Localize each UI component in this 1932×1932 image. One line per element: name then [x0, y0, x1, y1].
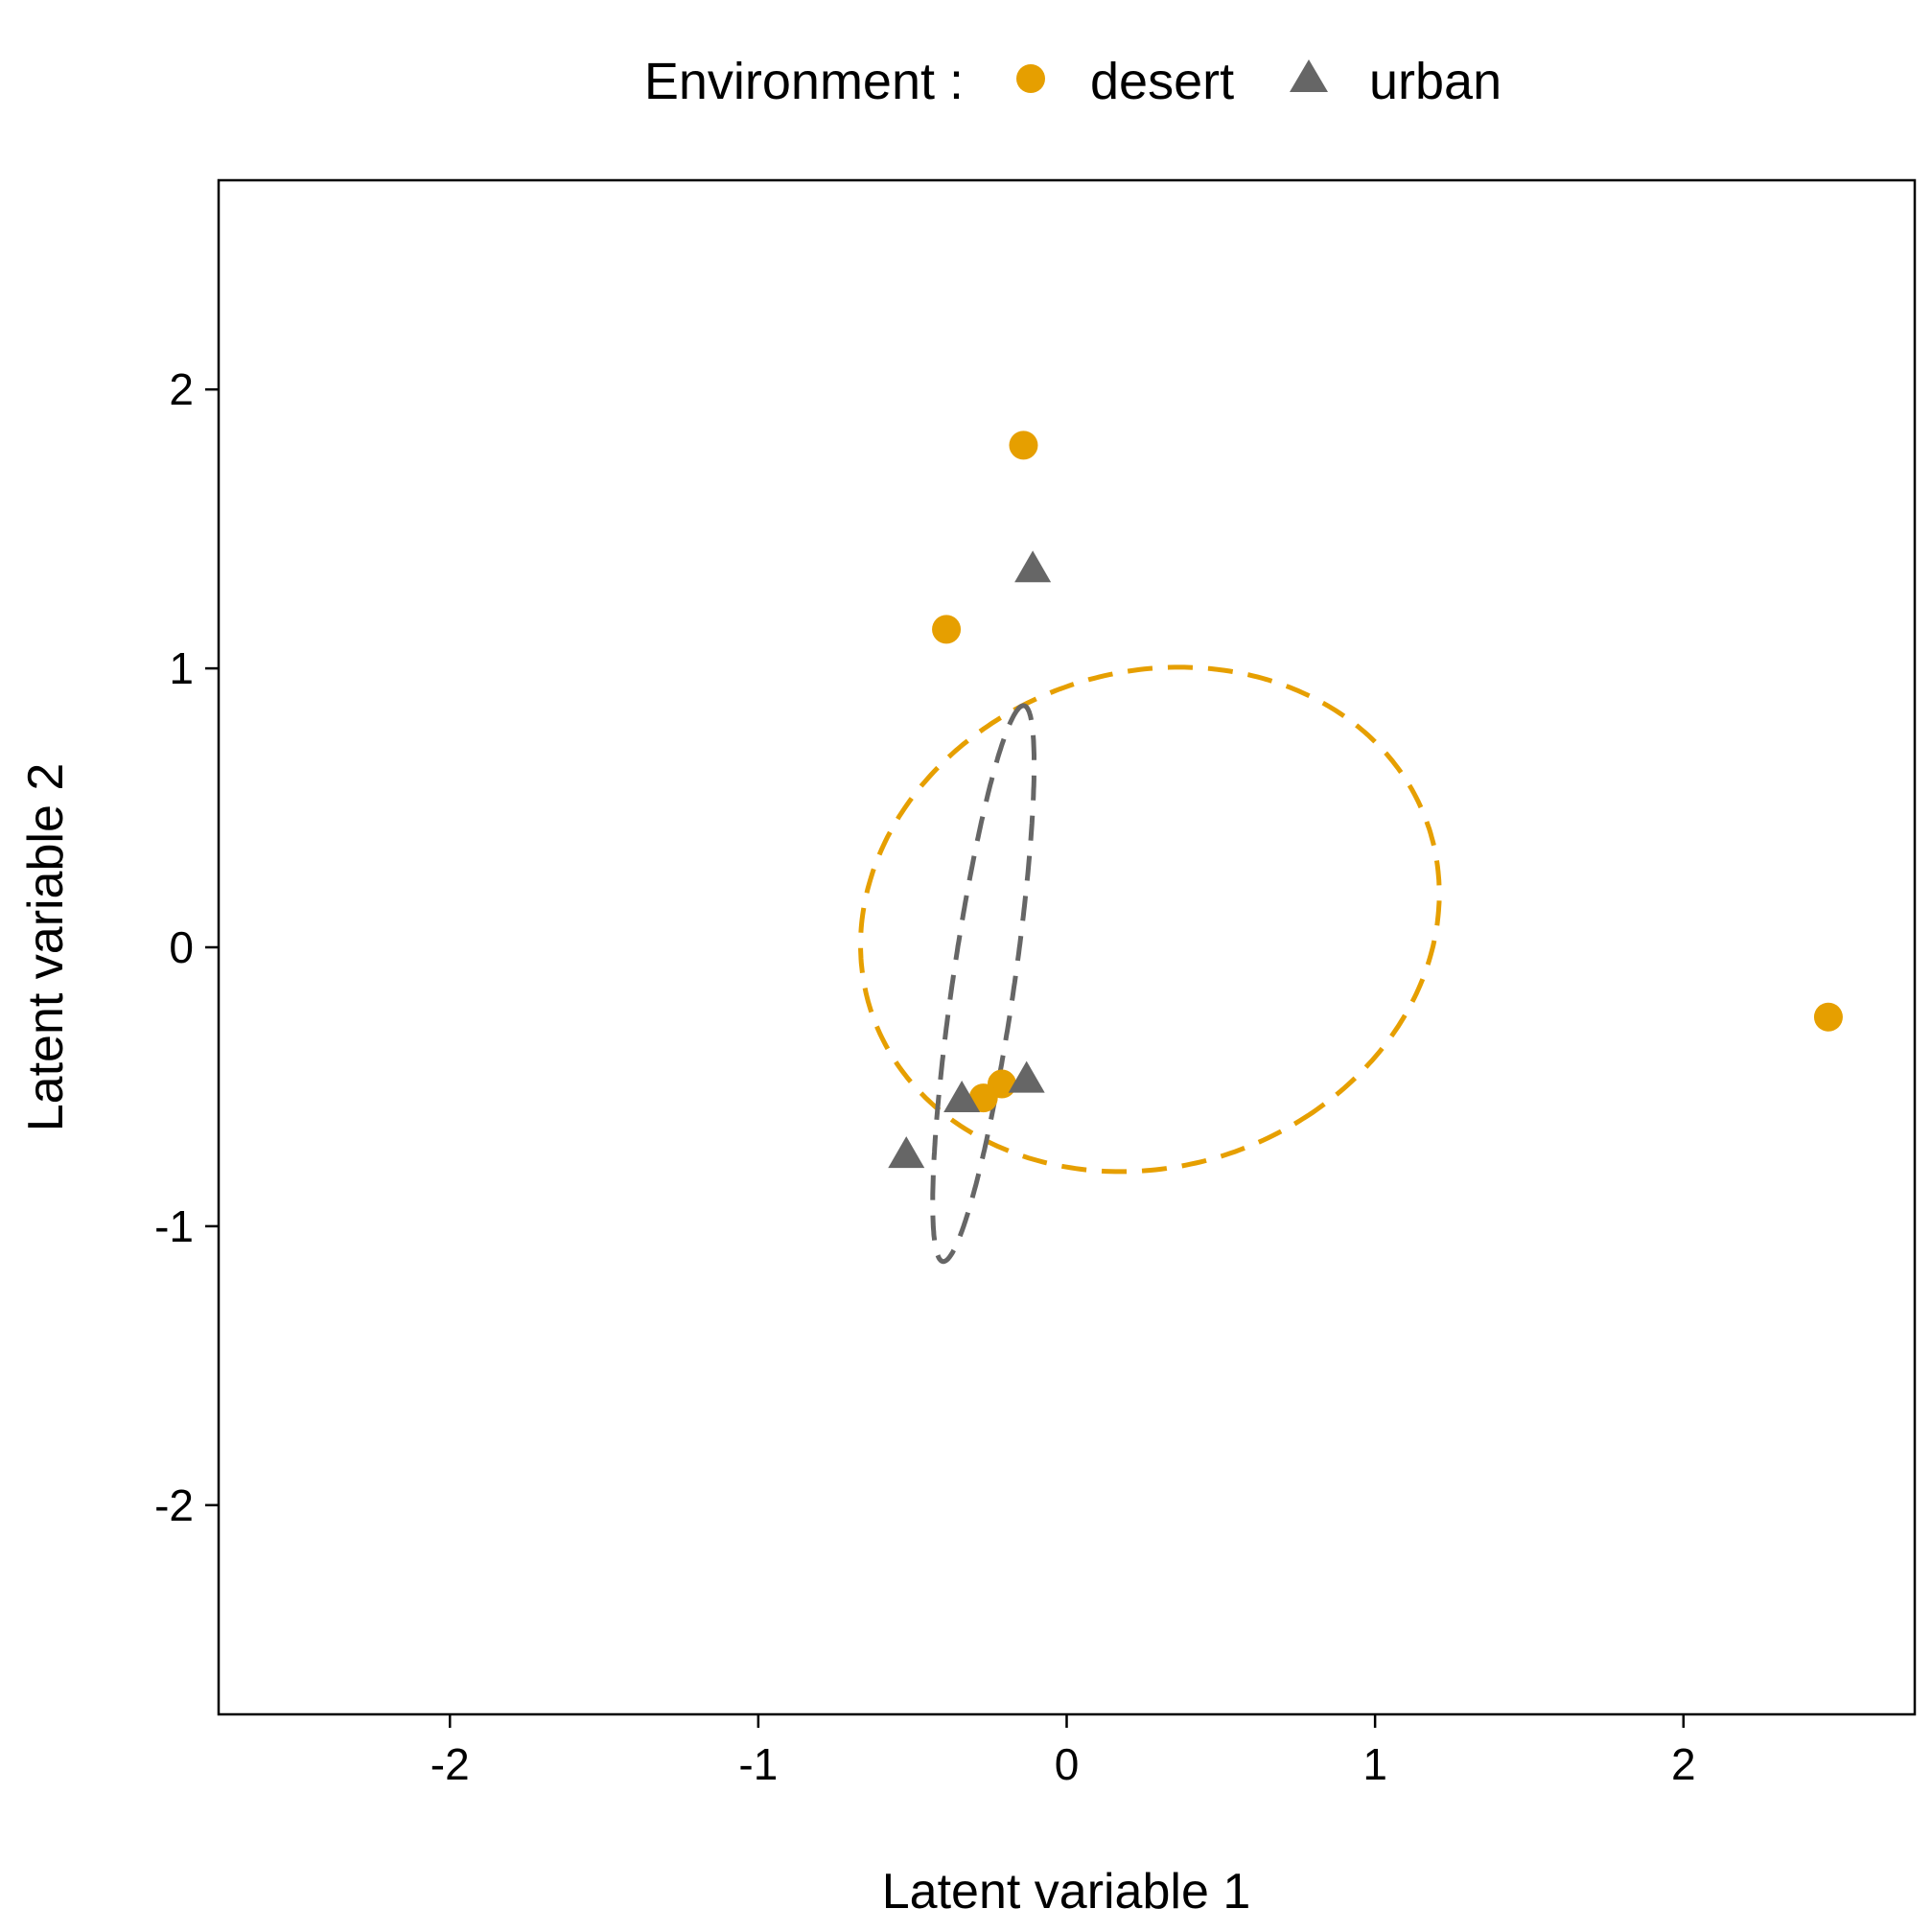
ellipse-urban — [930, 703, 1036, 1265]
legend-marker-urban — [1290, 59, 1328, 92]
x-tick-label: -1 — [738, 1739, 778, 1789]
ellipse-desert — [858, 664, 1442, 1175]
point-urban — [1014, 550, 1052, 583]
legend: Environment : desert urban — [644, 53, 1501, 110]
y-axis-title: Latent variable 2 — [18, 763, 74, 1132]
y-tick-label: -2 — [154, 1480, 194, 1530]
x-axis-title: Latent variable 1 — [882, 1864, 1251, 1920]
plot-panel — [217, 178, 1917, 1716]
x-tick-label: 0 — [1055, 1739, 1080, 1789]
x-axis: -2 -1 0 1 2 — [431, 1714, 1696, 1789]
legend-label-urban: urban — [1369, 53, 1501, 110]
point-urban — [1008, 1060, 1045, 1093]
x-tick-label: 1 — [1362, 1739, 1387, 1789]
legend-title: Environment : — [644, 53, 964, 110]
y-axis: -2 -1 0 1 2 — [154, 364, 219, 1530]
point-desert — [932, 615, 962, 644]
y-tick-label: 0 — [169, 922, 194, 972]
point-urban — [943, 1081, 981, 1112]
point-urban — [888, 1136, 925, 1169]
point-layer — [888, 431, 1843, 1169]
x-tick-label: 2 — [1671, 1739, 1696, 1789]
y-tick-label: 2 — [169, 364, 194, 414]
point-desert — [1813, 1002, 1843, 1032]
x-tick-label: -2 — [431, 1739, 470, 1789]
y-tick-label: -1 — [154, 1201, 194, 1251]
legend-label-desert: desert — [1090, 53, 1234, 110]
ellipse-layer — [858, 664, 1442, 1265]
point-desert — [968, 1083, 998, 1113]
point-desert — [1009, 431, 1038, 460]
y-tick-label: 1 — [169, 643, 194, 693]
legend-marker-desert — [1016, 64, 1045, 93]
